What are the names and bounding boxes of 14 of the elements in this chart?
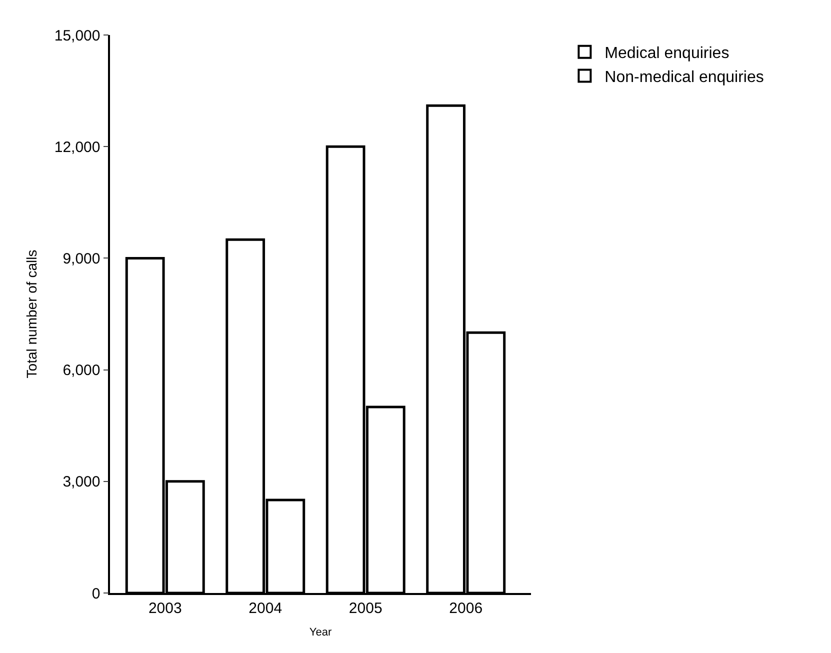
y-tick-label: 0 <box>92 585 100 602</box>
y-tick-label: 6,000 <box>62 362 100 380</box>
y-tick-label: 9,000 <box>62 250 100 268</box>
y-tick-label: 12,000 <box>54 138 100 156</box>
y-axis-title: Total number of calls <box>23 250 40 378</box>
x-tick-label: 2005 <box>348 600 382 617</box>
x-tick-label: 2003 <box>148 600 182 617</box>
x-tick-label: 2006 <box>449 600 483 617</box>
x-tick-label: 2004 <box>248 600 282 617</box>
y-tick-label: 15,000 <box>54 27 100 44</box>
legend-label: Medical enquiries <box>604 45 730 62</box>
y-tick-label: 3,000 <box>62 474 100 491</box>
legend-label: Non-medical enquiries <box>604 68 764 86</box>
x-axis-title: Year <box>309 626 332 638</box>
